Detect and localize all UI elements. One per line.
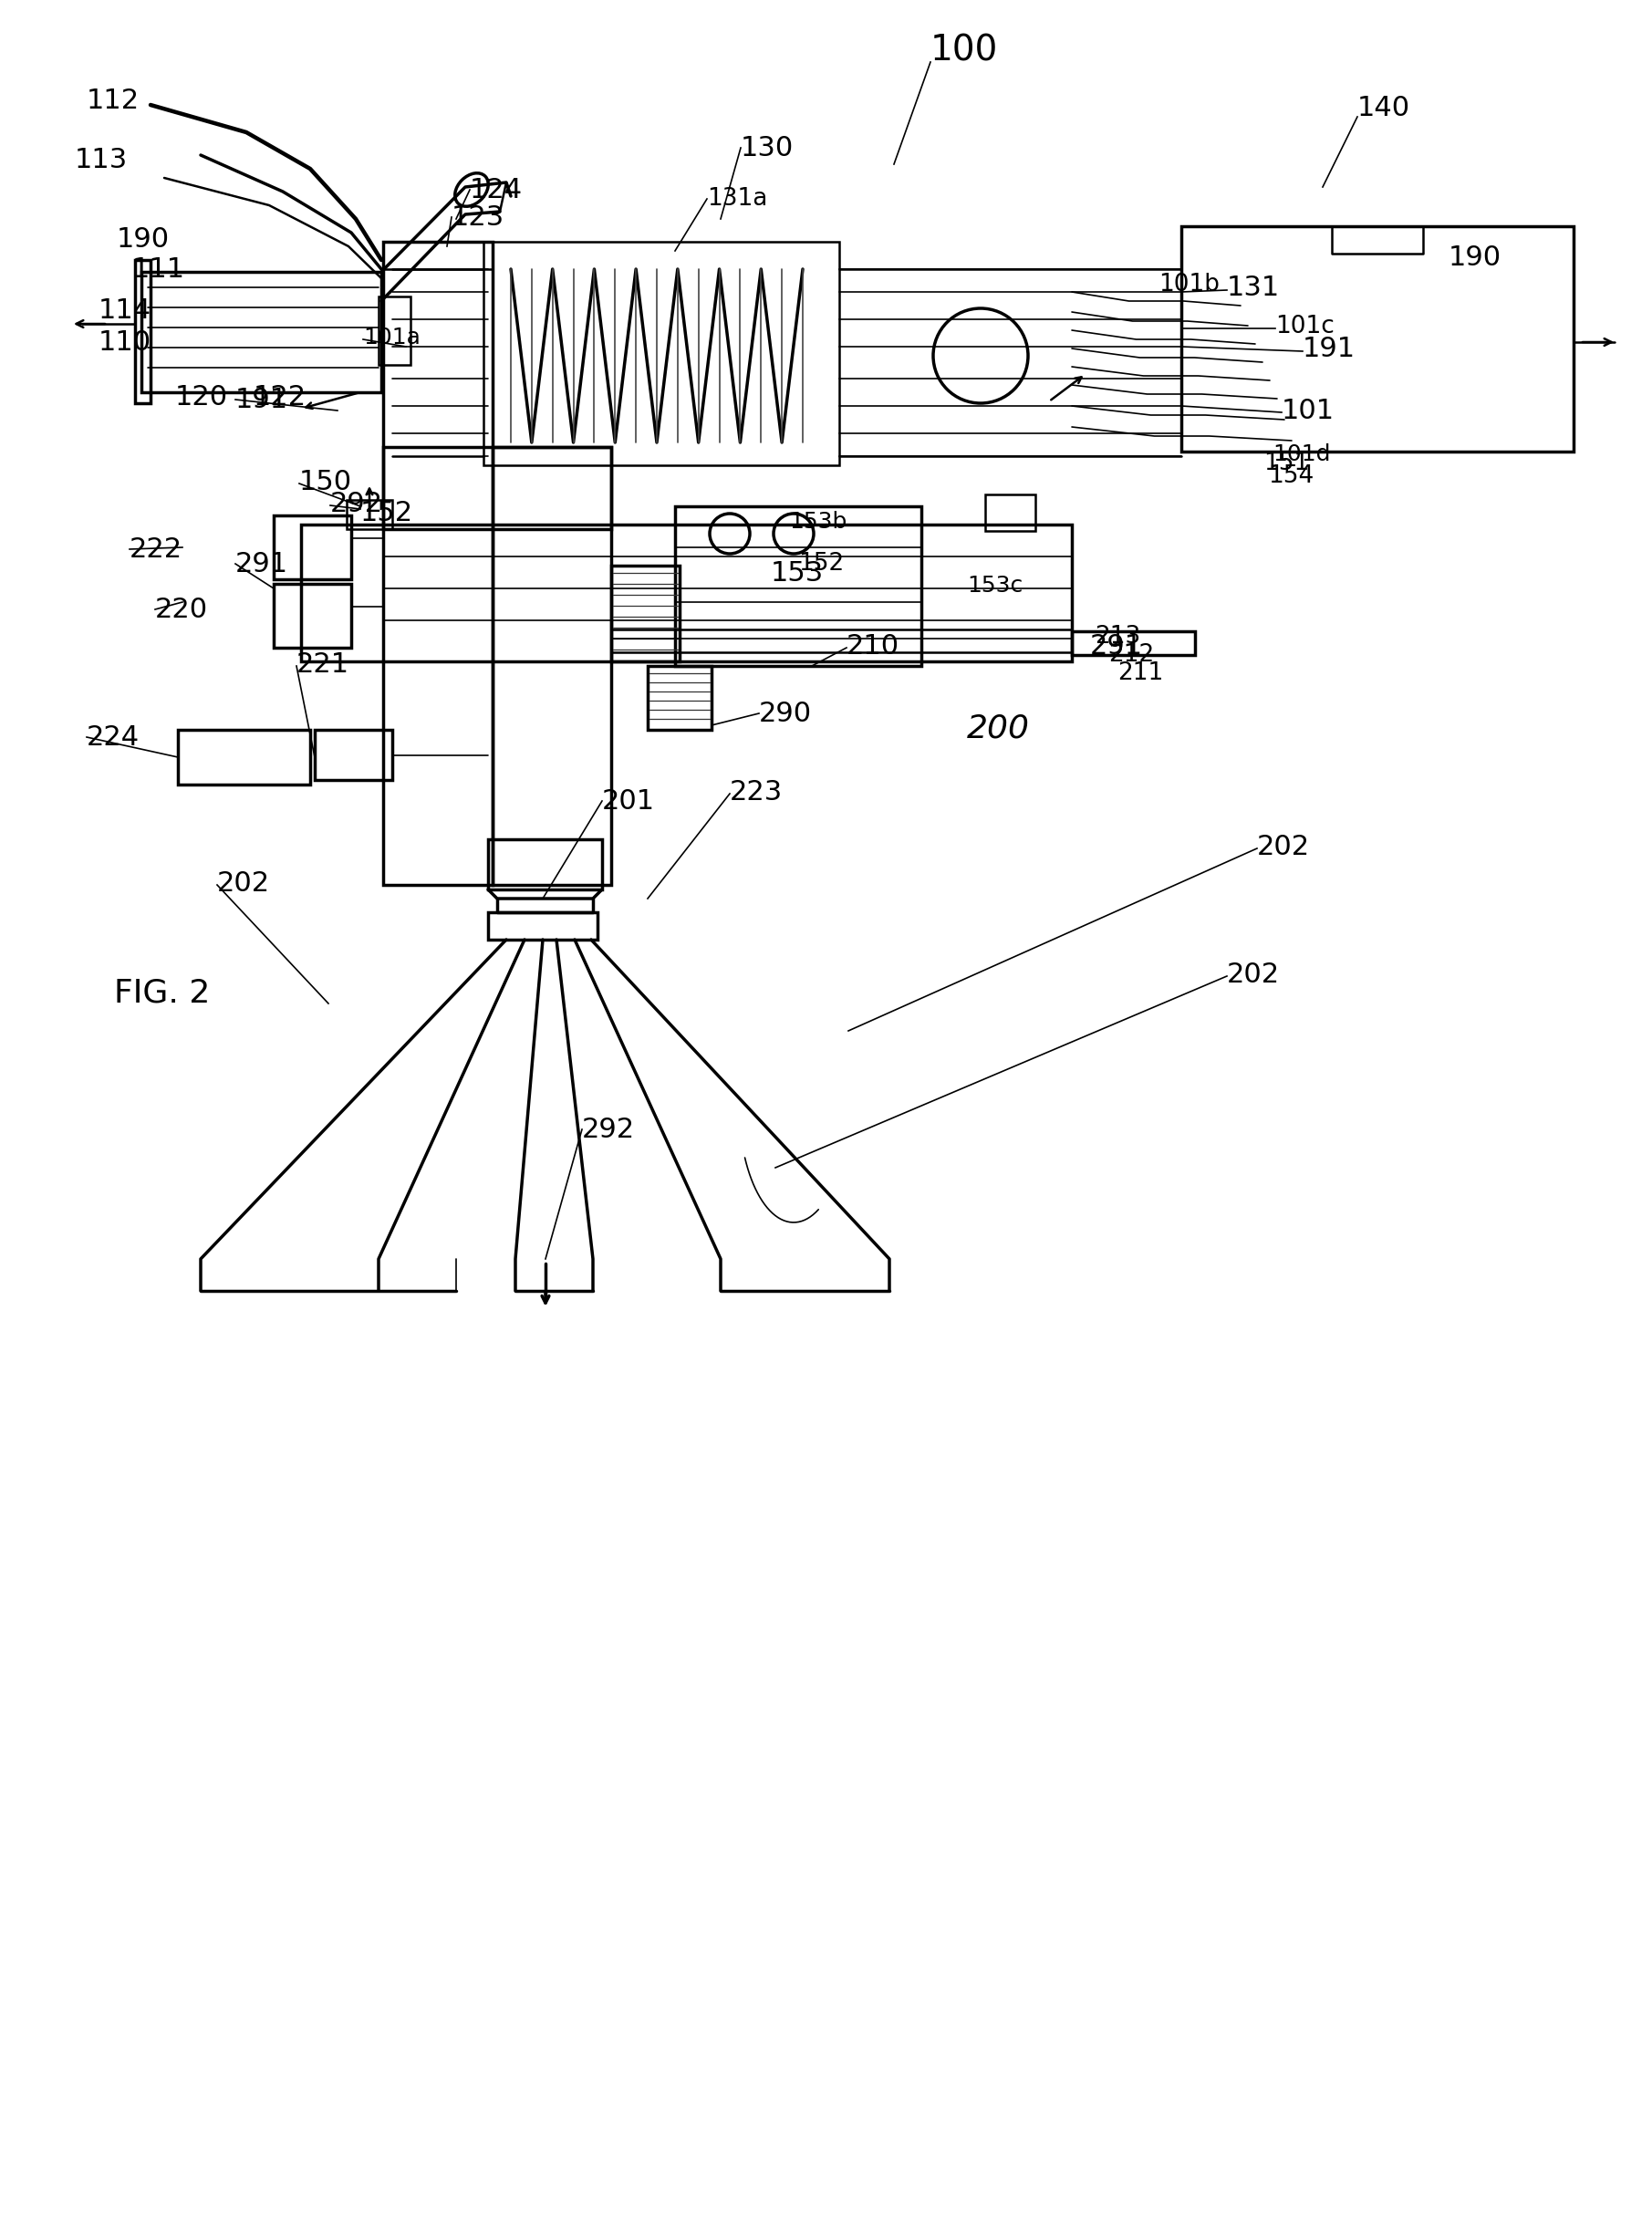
Text: 201: 201 — [601, 788, 656, 814]
Bar — [274, 516, 352, 579]
Text: 292: 292 — [330, 490, 383, 516]
Text: 211: 211 — [1117, 661, 1163, 685]
Bar — [1072, 632, 1194, 654]
Text: 110: 110 — [99, 329, 152, 356]
Bar — [492, 447, 611, 886]
Text: 220: 220 — [155, 596, 208, 623]
Text: FIG. 2: FIG. 2 — [114, 977, 210, 1008]
Text: 111: 111 — [132, 256, 185, 283]
Text: 202: 202 — [1227, 961, 1280, 988]
Bar — [487, 912, 598, 939]
Text: 290: 290 — [758, 701, 813, 728]
Text: 152: 152 — [360, 498, 413, 525]
Text: 291: 291 — [235, 550, 289, 576]
Text: 190: 190 — [1449, 245, 1502, 271]
Text: 101a: 101a — [363, 327, 420, 349]
Text: 210: 210 — [846, 632, 900, 659]
Bar — [383, 243, 492, 886]
Bar — [611, 565, 679, 661]
Bar — [274, 583, 352, 647]
Text: 124: 124 — [469, 176, 522, 202]
Text: 222: 222 — [129, 536, 183, 563]
Text: 150: 150 — [299, 469, 352, 494]
Text: 101d: 101d — [1272, 443, 1330, 465]
Bar — [316, 730, 392, 781]
Text: 191: 191 — [1303, 336, 1356, 363]
Bar — [347, 501, 392, 530]
Text: 292: 292 — [582, 1117, 634, 1144]
Bar — [648, 665, 712, 730]
Bar — [985, 494, 1036, 532]
Text: 131a: 131a — [707, 187, 768, 211]
Text: 153b: 153b — [790, 512, 847, 532]
Text: 131: 131 — [1227, 274, 1280, 300]
Text: 140: 140 — [1358, 93, 1411, 120]
Text: 291: 291 — [1090, 632, 1143, 659]
Text: 223: 223 — [730, 779, 783, 805]
Text: 101: 101 — [1282, 398, 1335, 423]
Text: 114: 114 — [99, 296, 152, 323]
Text: 212: 212 — [1108, 643, 1155, 668]
Text: 190: 190 — [117, 225, 170, 251]
Text: 101b: 101b — [1158, 274, 1219, 296]
Text: 200: 200 — [966, 712, 1029, 743]
Text: 112: 112 — [86, 87, 140, 113]
Bar — [301, 525, 1072, 661]
Text: 224: 224 — [86, 723, 140, 750]
Text: 152: 152 — [798, 552, 844, 576]
Bar — [484, 243, 839, 465]
Bar — [178, 730, 311, 785]
Bar — [142, 271, 382, 392]
Text: 221: 221 — [296, 652, 350, 676]
Text: 213: 213 — [1095, 625, 1140, 650]
Text: 130: 130 — [740, 134, 795, 160]
Bar — [487, 839, 601, 890]
Text: 154: 154 — [1269, 465, 1313, 487]
Text: 191: 191 — [235, 387, 289, 414]
Bar — [383, 447, 611, 530]
Text: 120: 120 — [175, 383, 228, 409]
Bar — [676, 507, 922, 665]
Bar — [378, 296, 410, 365]
Bar — [135, 260, 150, 403]
Text: 100: 100 — [930, 33, 998, 67]
Text: 123: 123 — [451, 205, 504, 231]
Text: 153: 153 — [771, 561, 824, 585]
Text: 202: 202 — [1257, 834, 1310, 859]
Text: 113: 113 — [74, 147, 127, 174]
Text: 122: 122 — [254, 383, 307, 409]
Bar — [1181, 227, 1574, 452]
Text: 151: 151 — [1264, 452, 1310, 476]
Text: 202: 202 — [216, 870, 271, 897]
Text: 153c: 153c — [966, 574, 1023, 596]
Text: 101c: 101c — [1275, 314, 1335, 338]
